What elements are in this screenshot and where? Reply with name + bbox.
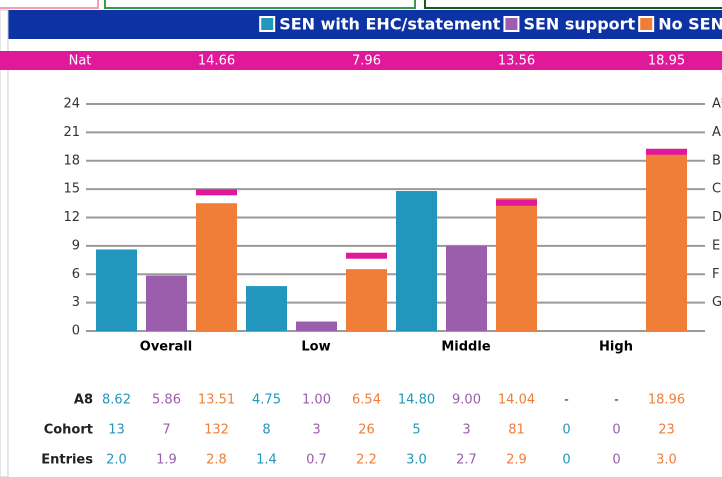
legend-label: No SEN — [658, 15, 722, 34]
bar — [196, 203, 237, 331]
national-value: 14.66 — [198, 54, 235, 69]
table-cell: 1.00 — [302, 393, 331, 408]
table-cell: 7 — [162, 423, 170, 438]
y-tick-label: 9 — [72, 238, 80, 253]
table-cell: 8 — [262, 423, 270, 438]
legend-swatch — [259, 16, 276, 32]
national-marker — [196, 189, 237, 196]
table-cell: - — [564, 393, 569, 408]
table-cell: 3.0 — [656, 453, 677, 468]
table-cell: 8.62 — [102, 393, 131, 408]
legend-swatch — [638, 16, 655, 32]
grade-label: D — [712, 210, 722, 225]
grade-label: A — [712, 125, 721, 140]
y-tick-label: 24 — [63, 97, 80, 112]
bar — [146, 275, 187, 331]
left-panel — [0, 9, 9, 477]
grade-label: F — [712, 267, 719, 282]
row-label: Cohort — [44, 423, 93, 438]
grade-label: A* — [712, 97, 722, 112]
table-cell: 1.9 — [156, 453, 177, 468]
legend-label: SEN support — [523, 15, 635, 34]
row-label: Entries — [41, 453, 93, 468]
y-tick-label: 18 — [63, 153, 80, 168]
y-tick-label: 12 — [63, 210, 80, 225]
table-cell: 6.54 — [352, 393, 381, 408]
legend-swatch — [503, 16, 520, 32]
grade-label: C — [712, 182, 721, 197]
table-cell: 4.75 — [252, 393, 281, 408]
national-marker — [646, 148, 687, 155]
table-cell: 0 — [562, 423, 570, 438]
x-tick-label: High — [599, 340, 633, 355]
table-cell: 14.80 — [398, 393, 435, 408]
table-cell: 0.7 — [306, 453, 327, 468]
table-cell: 2.0 — [106, 453, 127, 468]
national-label: Nat — [69, 54, 92, 69]
table-cell: 2.7 — [456, 453, 477, 468]
y-tick-label: 15 — [63, 182, 80, 197]
bar — [296, 321, 337, 331]
grade-label: B — [712, 153, 721, 168]
national-value: 7.96 — [352, 54, 381, 69]
x-tick-label: Middle — [441, 340, 490, 355]
legend-bar — [0, 10, 722, 39]
y-tick-label: 21 — [63, 125, 80, 140]
table-cell: 132 — [204, 423, 229, 438]
bar — [346, 269, 387, 331]
national-bar-edge — [0, 51, 8, 70]
bar — [646, 151, 687, 331]
table-cell: 18.96 — [648, 393, 685, 408]
table-cell: 81 — [508, 423, 525, 438]
table-cell: 2.2 — [356, 453, 377, 468]
bar — [396, 191, 437, 331]
national-value: 13.56 — [498, 54, 535, 69]
table-cell: 3.0 — [406, 453, 427, 468]
table-cell: 3 — [462, 423, 470, 438]
table-cell: 0 — [612, 423, 620, 438]
grade-label: E — [712, 238, 720, 253]
table-cell: 0 — [562, 453, 570, 468]
bar — [246, 286, 287, 331]
table-cell: 23 — [658, 423, 675, 438]
national-marker — [346, 252, 387, 259]
bar — [96, 249, 137, 331]
national-bar — [0, 51, 722, 70]
table-cell: 14.04 — [498, 393, 535, 408]
top-tab — [0, 0, 99, 9]
y-tick-label: 3 — [72, 295, 80, 310]
table-cell: 2.9 — [506, 453, 527, 468]
bar — [496, 198, 537, 331]
grade-label: G — [712, 295, 722, 310]
row-label: A8 — [74, 393, 93, 408]
x-tick-label: Overall — [140, 340, 192, 355]
table-cell: 2.8 — [206, 453, 227, 468]
top-tab — [104, 0, 416, 9]
legend-label: SEN with EHC/statement — [279, 15, 501, 34]
table-cell: 5.86 — [152, 393, 181, 408]
x-tick-label: Low — [301, 340, 330, 355]
table-cell: 3 — [312, 423, 320, 438]
table-cell: - — [614, 393, 619, 408]
table-cell: 13 — [108, 423, 125, 438]
table-cell: 26 — [358, 423, 375, 438]
table-cell: 13.51 — [198, 393, 235, 408]
table-cell: 9.00 — [452, 393, 481, 408]
national-value: 18.95 — [648, 54, 685, 69]
table-cell: 1.4 — [256, 453, 277, 468]
national-marker — [496, 199, 537, 206]
top-tab — [424, 0, 722, 9]
table-cell: 0 — [612, 453, 620, 468]
table-cell: 5 — [412, 423, 420, 438]
y-tick-label: 6 — [72, 267, 80, 282]
bar — [446, 245, 487, 331]
y-tick-label: 0 — [72, 324, 80, 339]
